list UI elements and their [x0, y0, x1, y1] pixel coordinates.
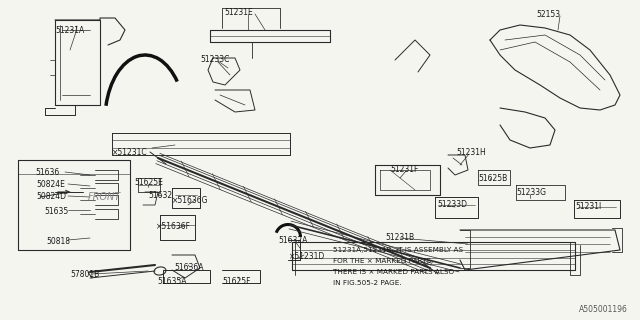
Text: 50824D: 50824D: [36, 192, 66, 201]
Text: 51632: 51632: [148, 191, 172, 200]
Text: ×51231D: ×51231D: [289, 252, 325, 261]
Text: 51635: 51635: [44, 207, 68, 216]
Text: THERE IS × MARKED PARTS ALSO: THERE IS × MARKED PARTS ALSO: [333, 269, 454, 275]
Text: 51231B: 51231B: [385, 233, 414, 242]
Text: 51632A: 51632A: [278, 236, 307, 245]
Text: 52153: 52153: [536, 10, 560, 19]
Text: 51231H: 51231H: [456, 148, 486, 157]
Text: 51625B: 51625B: [478, 174, 508, 183]
Text: 51635A: 51635A: [157, 277, 186, 286]
Text: A505001196: A505001196: [579, 305, 628, 314]
Text: FOR THE × MARKED PARTS.: FOR THE × MARKED PARTS.: [333, 258, 433, 264]
Text: 51233G: 51233G: [516, 188, 546, 197]
Text: ×51636F: ×51636F: [156, 222, 191, 231]
Text: 51625F: 51625F: [222, 277, 250, 286]
Text: 51625E: 51625E: [134, 178, 163, 187]
Text: FRONT: FRONT: [88, 192, 121, 202]
Text: 50824E: 50824E: [36, 180, 65, 189]
Text: ×51231C: ×51231C: [112, 148, 148, 157]
Text: 51231A,51231B, IT IS ASSEMBLY AS: 51231A,51231B, IT IS ASSEMBLY AS: [333, 247, 463, 253]
Text: 51636A: 51636A: [174, 263, 204, 272]
Text: IN FIG.505-2 PAGE.: IN FIG.505-2 PAGE.: [333, 280, 402, 286]
Text: 51233C: 51233C: [200, 55, 229, 64]
Text: 51233D: 51233D: [437, 200, 467, 209]
Text: 50818: 50818: [46, 237, 70, 246]
Text: 51231E: 51231E: [224, 8, 253, 17]
Text: 51231F: 51231F: [390, 165, 419, 174]
Text: 51231A: 51231A: [55, 26, 84, 35]
Text: 51231I: 51231I: [575, 202, 601, 211]
Text: 51636: 51636: [35, 168, 60, 177]
Text: 57801B: 57801B: [70, 270, 99, 279]
Text: ×51636G: ×51636G: [172, 196, 209, 205]
